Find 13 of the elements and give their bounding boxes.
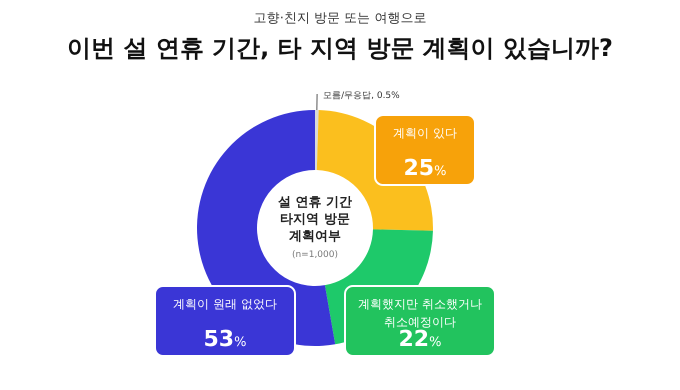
slice-label: 모름/무응답, 0.5% (323, 91, 400, 102)
text: 타지역 방문 (280, 212, 350, 227)
slice-label: 계획이 원래 없었다 (173, 297, 277, 311)
chart-subtitle: 고향·친지 방문 또는 여행으로 (254, 11, 426, 26)
data-label: 53% (204, 327, 246, 352)
text: 설 연휴 기간 (278, 195, 352, 210)
data-label: 22% (398, 327, 442, 352)
chart-title: 이번 설 연휴 기간, 타 지역 방문 계획이 있습니까? (67, 34, 613, 62)
text: (n=1,000) (292, 250, 338, 260)
slice-label: 계획했지만 취소했거나 취소예정이다 (358, 297, 482, 329)
text: 계획여부 (289, 229, 341, 244)
slice-label: 계획이 있다 (393, 126, 457, 140)
data-label: 25% (404, 156, 446, 181)
